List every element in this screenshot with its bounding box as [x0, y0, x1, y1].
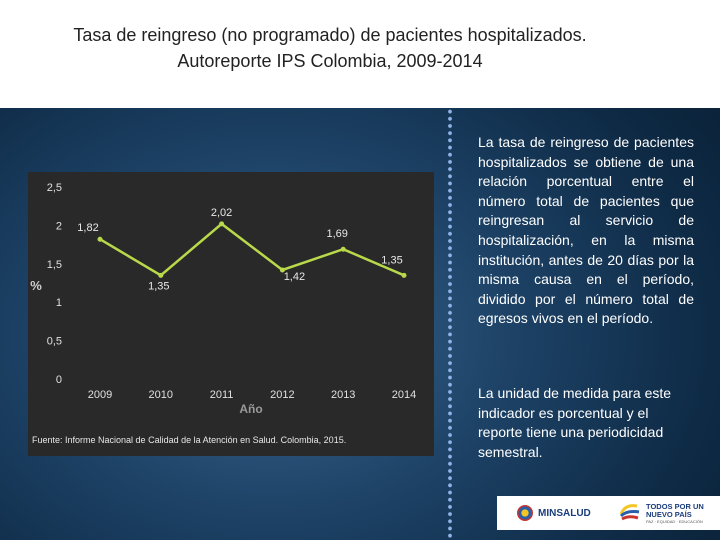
- x-axis-title: Año: [239, 402, 262, 416]
- todos-line-2: NUEVO PAÍS: [646, 509, 692, 519]
- x-tick-label: 2009: [88, 389, 112, 401]
- y-tick-label: 0,5: [47, 336, 62, 348]
- data-label: 1,42: [284, 271, 305, 283]
- x-tick-label: 2011: [210, 389, 234, 401]
- x-tick-label: 2013: [331, 389, 355, 401]
- data-point: [340, 246, 346, 252]
- chart-panel: [28, 172, 434, 456]
- minsalud-text: MINSALUD: [538, 507, 591, 519]
- y-tick-label: 2: [56, 220, 62, 232]
- series-line: [99, 222, 405, 277]
- data-label: 1,82: [77, 222, 98, 234]
- todos-line-1: TODOS POR UN: [646, 501, 704, 511]
- logo-strip: MINSALUD TODOS POR UN NUEVO PAÍS PAZ · E…: [497, 496, 720, 530]
- source-note: Fuente: Informe Nacional de Calidad de l…: [32, 435, 347, 445]
- data-point: [97, 236, 103, 242]
- description-paragraph-1: La tasa de reingreso de pacientes hospit…: [478, 134, 694, 327]
- x-tick-label: 2010: [149, 389, 173, 401]
- data-label: 1,35: [148, 280, 169, 292]
- data-label: 2,02: [211, 207, 232, 219]
- todos-por-un-nuevo-pais-logo: TODOS POR UN NUEVO PAÍS PAZ · EQUIDAD · …: [617, 496, 704, 530]
- dotted-divider: [444, 108, 456, 538]
- x-tick-label: 2012: [270, 389, 294, 401]
- x-tick-label: 2014: [392, 389, 416, 401]
- data-point: [401, 272, 407, 278]
- swirl-icon: [619, 504, 640, 521]
- header-banner: Tasa de reingreso (no programado) de pac…: [0, 0, 720, 108]
- y-tick-label: 1,5: [47, 259, 62, 271]
- y-tick-label: 2,5: [47, 182, 62, 194]
- data-point: [158, 272, 164, 278]
- page-title: Tasa de reingreso (no programado) de pac…: [40, 22, 620, 74]
- title-line-1: Tasa de reingreso (no programado) de pac…: [73, 25, 587, 45]
- y-tick-label: 0: [56, 374, 62, 386]
- data-label: 1,35: [381, 254, 402, 266]
- description-paragraph-2: La unidad de medida para este indicador …: [478, 385, 672, 460]
- y-axis-title: %: [30, 278, 42, 293]
- colombia-seal-icon: [517, 505, 533, 521]
- data-point: [219, 221, 225, 227]
- data-label: 1,69: [326, 228, 347, 240]
- data-point: [279, 267, 285, 273]
- minsalud-logo: MINSALUD: [497, 496, 607, 530]
- title-line-2: Autoreporte IPS Colombia, 2009-2014: [177, 51, 483, 71]
- y-tick-label: 1: [56, 297, 62, 309]
- todos-line-3: PAZ · EQUIDAD · EDUCACIÓN: [646, 518, 703, 524]
